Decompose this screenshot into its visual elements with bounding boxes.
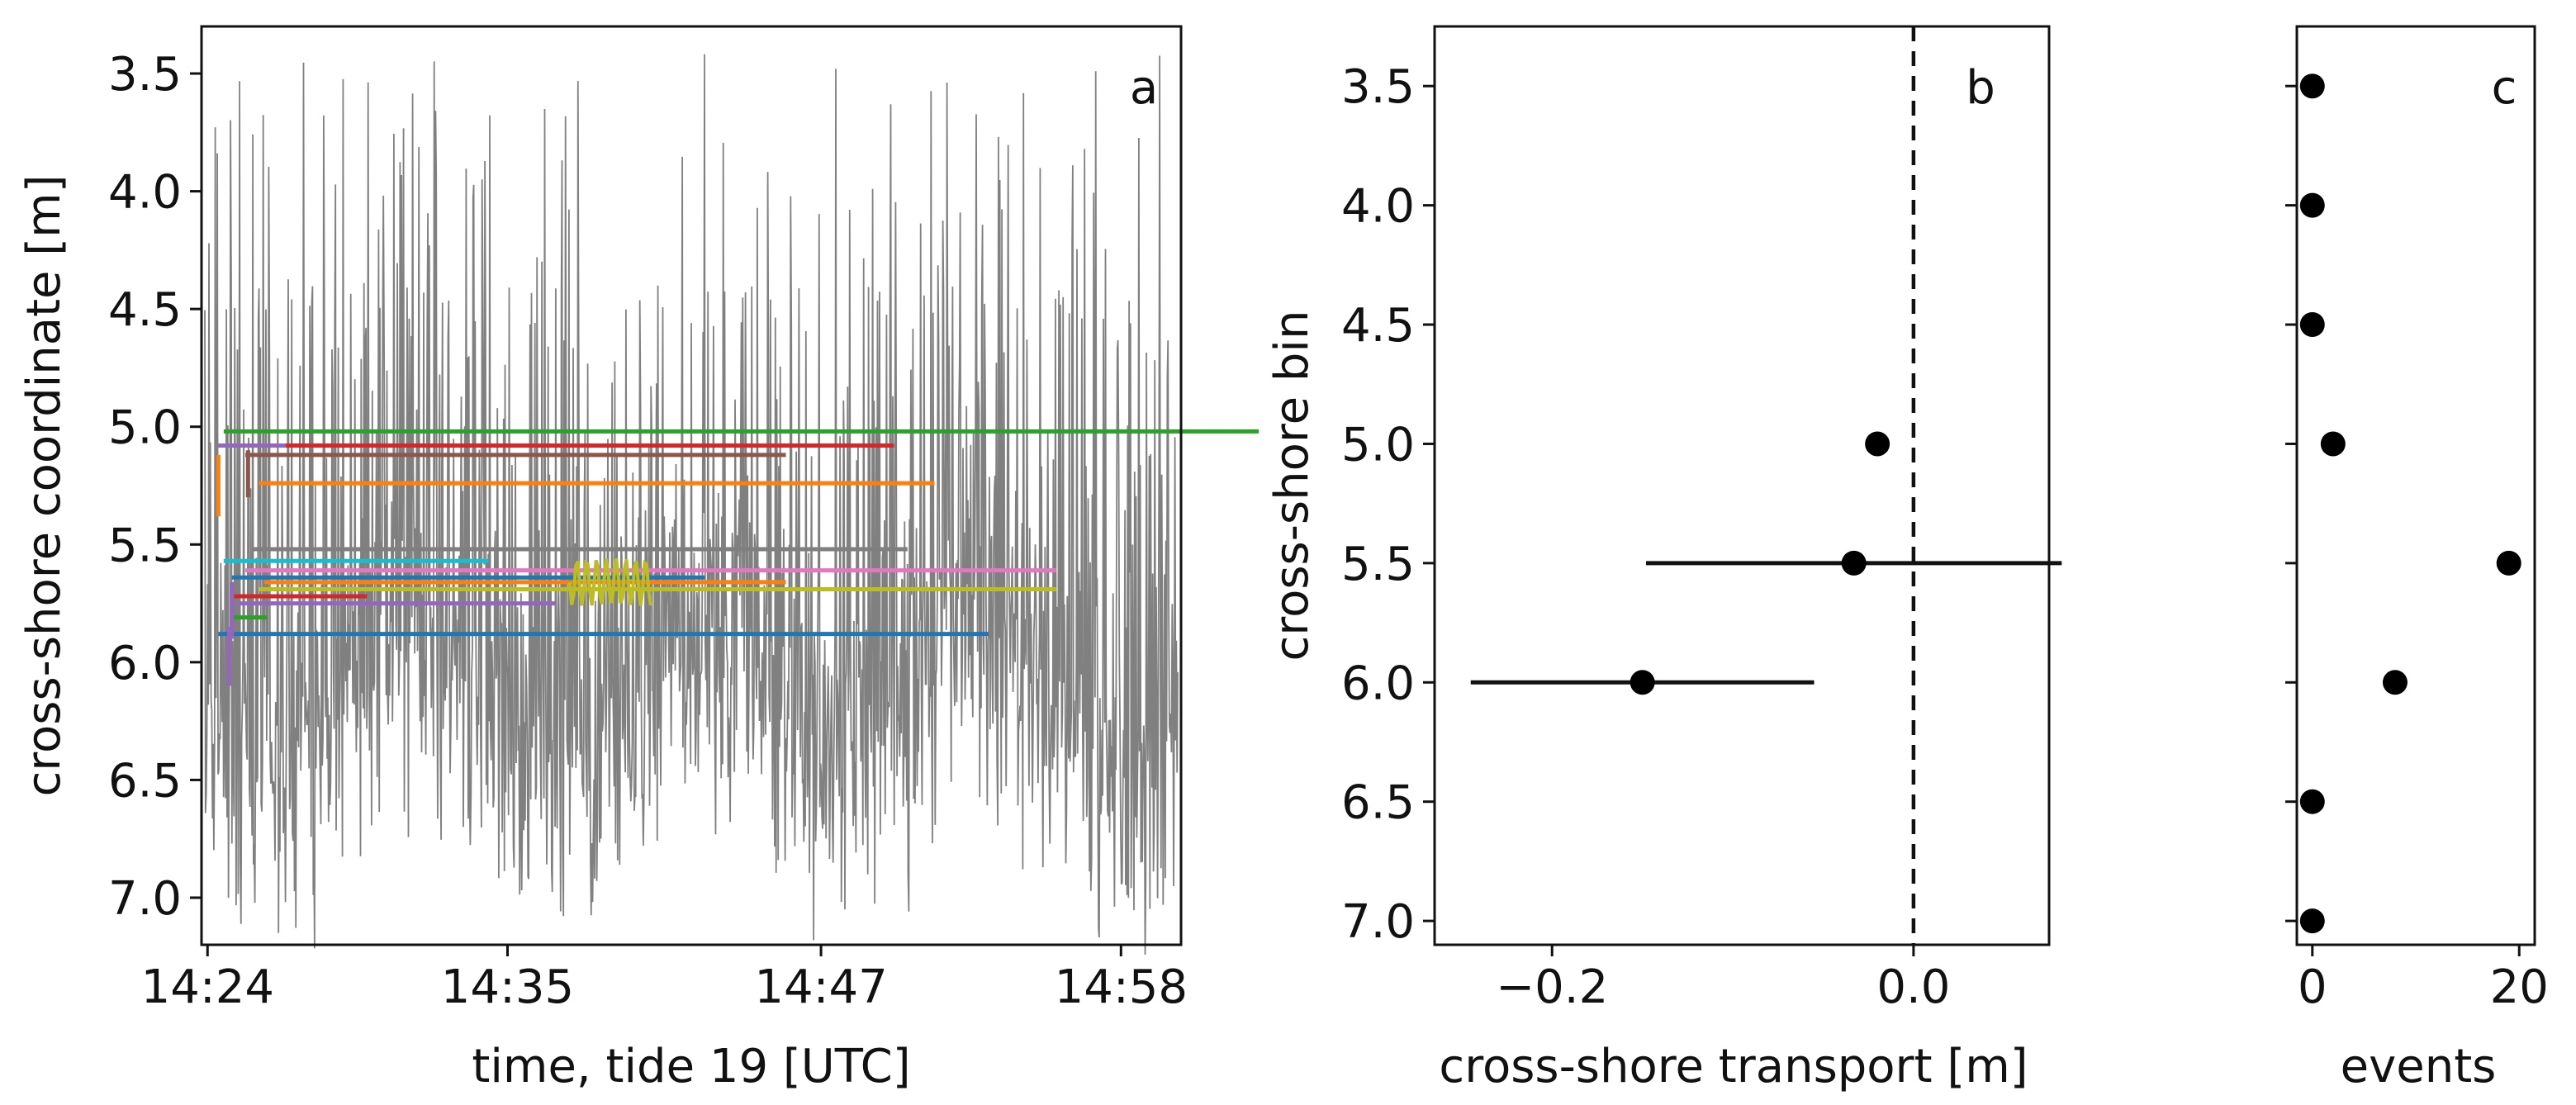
x-tick-label: 14:47: [754, 960, 887, 1014]
panel-c-frame: [2295, 25, 2536, 946]
swash-signal-series: [204, 54, 1179, 956]
y-tick-label: 4.0: [108, 166, 182, 220]
events-points: [2299, 74, 2521, 934]
x-tick-label: 0: [2298, 960, 2327, 1014]
y-tick-label: 3.5: [1341, 60, 1415, 114]
data-point: [2299, 74, 2325, 99]
data-point: [2299, 312, 2325, 338]
x-tick-label: −0.2: [1496, 960, 1608, 1014]
panel-b-y-axis-label: cross-shore bin: [1265, 311, 1319, 662]
y-tick-label: 4.5: [108, 283, 182, 337]
data-point: [2382, 670, 2408, 695]
x-tick-label: 20: [2490, 960, 2549, 1014]
data-point: [2320, 431, 2346, 457]
swash-signal-line: [204, 54, 1179, 956]
x-tick-label: 14:35: [441, 960, 574, 1014]
panel-a-y-axis-label: cross-shore coordinate [m]: [17, 174, 71, 796]
track-lines: [216, 429, 1260, 686]
panel-a: 3.5 4.0 4.5 5.0 5.5 6.0 6.5 7.0 14:24 14:35 14:47…: [17, 25, 1260, 1093]
data-point: [2299, 192, 2325, 218]
y-tick-label: 7.0: [108, 872, 182, 926]
panel-a-letter: a: [1130, 61, 1158, 115]
panel-b: 3.5 4.0 4.5 5.0 5.5 6.0 6.5 7.0 −0.2 0.0 b cross…: [1265, 25, 2062, 1093]
y-tick-label: 6.5: [108, 754, 182, 808]
panel-b-letter: b: [1966, 61, 1995, 115]
panel-b-y-ticks: 3.5 4.0 4.5 5.0 5.5 6.0 6.5 7.0: [1341, 60, 1435, 949]
y-tick-label: 5.0: [108, 401, 182, 455]
transport-points: [1470, 431, 2062, 695]
y-tick-label: 3.5: [108, 48, 182, 102]
panel-c-letter: c: [2492, 61, 2517, 115]
panel-b-x-axis-label: cross-shore transport [m]: [1439, 1040, 2028, 1093]
panel-b-frame: [1433, 25, 2051, 946]
panel-b-x-ticks: −0.2 0.0: [1496, 945, 1950, 1014]
panel-a-x-ticks: 14:24 14:35 14:47 14:58: [141, 945, 1188, 1014]
y-tick-label: 6.0: [1341, 657, 1415, 710]
x-tick-label: 14:24: [141, 960, 274, 1014]
panel-c-y-ticks: [2285, 84, 2297, 922]
panel-a-x-axis-label: time, tide 19 [UTC]: [472, 1040, 910, 1093]
data-point: [1630, 670, 1655, 695]
y-tick-label: 6.0: [108, 637, 182, 690]
data-point: [2299, 908, 2325, 934]
track-wiggle: [567, 558, 652, 606]
y-tick-label: 4.5: [1341, 299, 1415, 353]
y-tick-label: 5.5: [108, 519, 182, 572]
y-tick-label: 5.0: [1341, 418, 1415, 472]
y-tick-label: 6.5: [1341, 776, 1415, 830]
data-point: [1841, 550, 1867, 576]
y-tick-label: 7.0: [1341, 895, 1415, 949]
panel-a-y-ticks: 3.5 4.0 4.5 5.0 5.5 6.0 6.5 7.0: [108, 48, 202, 926]
panel-c-x-ticks: 0 20: [2298, 945, 2549, 1014]
panel-c-x-axis-label: events: [2341, 1040, 2497, 1093]
y-tick-label: 5.5: [1341, 538, 1415, 591]
y-tick-label: 4.0: [1341, 180, 1415, 234]
x-tick-label: 0.0: [1876, 960, 1950, 1014]
data-point: [2299, 789, 2325, 814]
panel-a-frame: [200, 25, 1183, 946]
panel-c: 0 20 c events: [2285, 25, 2549, 1093]
x-tick-label: 14:58: [1055, 960, 1188, 1014]
data-point: [2496, 550, 2521, 576]
data-point: [1865, 431, 1890, 457]
